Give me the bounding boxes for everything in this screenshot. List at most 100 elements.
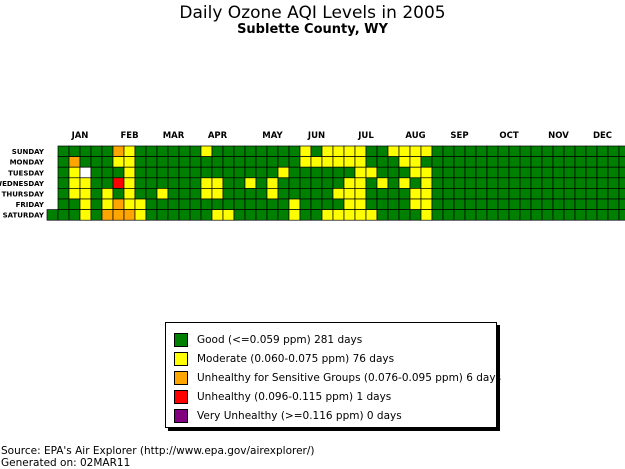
day-cell <box>211 166 224 179</box>
month-label: APR <box>208 131 228 141</box>
day-cell <box>475 198 488 210</box>
day-cell <box>189 166 202 179</box>
day-cell <box>321 198 334 210</box>
day-cell <box>541 198 554 210</box>
day-cell <box>255 198 268 210</box>
day-cell <box>189 198 202 210</box>
day-cell <box>343 156 356 168</box>
day-cell <box>79 177 92 189</box>
day-cell <box>90 156 103 168</box>
day-cell <box>321 166 334 179</box>
day-cell <box>255 145 268 157</box>
day-cell <box>585 209 598 221</box>
day-cell <box>618 145 625 157</box>
day-cell <box>277 177 290 189</box>
day-cell <box>156 177 169 189</box>
day-cell <box>277 209 290 221</box>
day-cell <box>585 145 598 157</box>
day-cell <box>497 166 510 179</box>
day-cell <box>310 209 323 221</box>
day-cell <box>178 188 191 200</box>
day-cell <box>68 145 81 157</box>
day-cell <box>365 198 378 210</box>
day-cell <box>211 188 224 200</box>
day-cell <box>332 166 345 179</box>
day-cell <box>189 145 202 157</box>
month-label: MAR <box>163 131 185 141</box>
day-cell <box>563 156 576 168</box>
day-cell <box>552 166 565 179</box>
day-cell <box>200 198 213 210</box>
legend-swatch-very-unhealthy <box>174 409 188 423</box>
day-cell <box>167 145 180 157</box>
day-cell <box>68 156 81 168</box>
day-cell <box>541 166 554 179</box>
day-cell <box>541 145 554 157</box>
day-cell <box>112 209 125 221</box>
day-cell <box>244 209 257 221</box>
weekday-label: SUNDAY <box>12 148 45 156</box>
day-cell <box>255 177 268 189</box>
day-cell <box>277 198 290 210</box>
day-cell <box>57 177 70 189</box>
day-cell <box>134 166 147 179</box>
generated-note: Generated on: 02MAR11 <box>1 457 131 469</box>
day-cell <box>541 177 554 189</box>
day-cell <box>618 177 625 189</box>
day-cell <box>508 198 521 210</box>
month-label: JUL <box>357 131 374 141</box>
day-cell <box>409 188 422 200</box>
day-cell <box>90 166 103 179</box>
legend-label-unhealthy: Unhealthy (0.096-0.115 ppm) 1 days <box>197 391 392 403</box>
day-cell <box>530 166 543 179</box>
day-cell <box>112 166 125 179</box>
day-cell <box>46 209 59 221</box>
day-cell <box>409 198 422 210</box>
day-cell <box>420 198 433 210</box>
day-cell <box>563 145 576 157</box>
month-label: JAN <box>71 131 89 141</box>
day-cell <box>618 166 625 179</box>
day-cell <box>464 156 477 168</box>
day-cell <box>266 188 279 200</box>
day-cell <box>475 209 488 221</box>
day-cell <box>409 166 422 179</box>
day-cell <box>486 145 499 157</box>
day-cell <box>189 188 202 200</box>
day-cell <box>596 166 609 179</box>
day-cell <box>585 198 598 210</box>
day-cell <box>398 198 411 210</box>
day-cell <box>607 145 620 157</box>
day-cell <box>156 166 169 179</box>
day-cell <box>431 145 444 157</box>
day-cell <box>365 145 378 157</box>
day-cell <box>552 177 565 189</box>
day-cell <box>288 156 301 168</box>
day-cell <box>343 166 356 179</box>
day-cell <box>299 198 312 210</box>
day-cell <box>376 188 389 200</box>
day-cell <box>475 156 488 168</box>
day-cell <box>343 209 356 221</box>
day-cell <box>442 156 455 168</box>
day-cell <box>508 166 521 179</box>
day-cell <box>145 209 158 221</box>
day-cell <box>365 156 378 168</box>
legend-item-good: Good (<=0.059 ppm) 281 days <box>174 332 362 348</box>
weekday-label: TUESDAY <box>8 169 45 177</box>
day-cell <box>585 188 598 200</box>
day-cell <box>266 145 279 157</box>
day-cell <box>310 156 323 168</box>
day-cell <box>607 209 620 221</box>
day-cell <box>211 209 224 221</box>
calendar-heatmap: SUNDAY MONDAY TUESDAY WEDNESDAY THURSDAY FRID… <box>0 131 625 221</box>
month-label: FEB <box>120 131 138 141</box>
day-cell <box>409 177 422 189</box>
day-cell <box>277 156 290 168</box>
day-cell <box>123 188 136 200</box>
day-cell <box>574 166 587 179</box>
day-cell <box>321 177 334 189</box>
day-cell <box>453 177 466 189</box>
day-cell <box>354 198 367 210</box>
day-cell <box>79 145 92 157</box>
